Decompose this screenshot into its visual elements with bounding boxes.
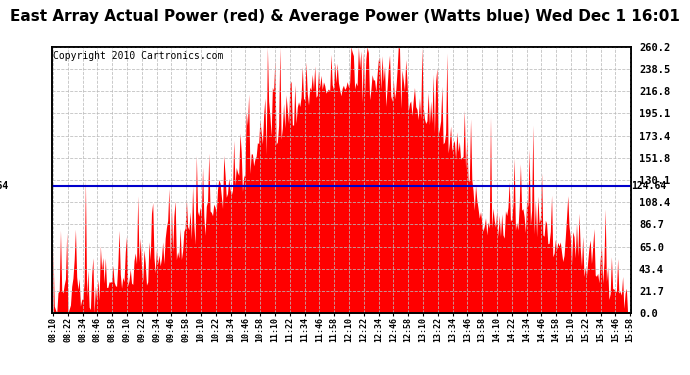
Text: 124.64: 124.64 <box>631 181 667 190</box>
Text: Copyright 2010 Cartronics.com: Copyright 2010 Cartronics.com <box>53 51 224 61</box>
Text: East Array Actual Power (red) & Average Power (Watts blue) Wed Dec 1 16:01: East Array Actual Power (red) & Average … <box>10 9 680 24</box>
Text: 124.64: 124.64 <box>0 181 8 190</box>
